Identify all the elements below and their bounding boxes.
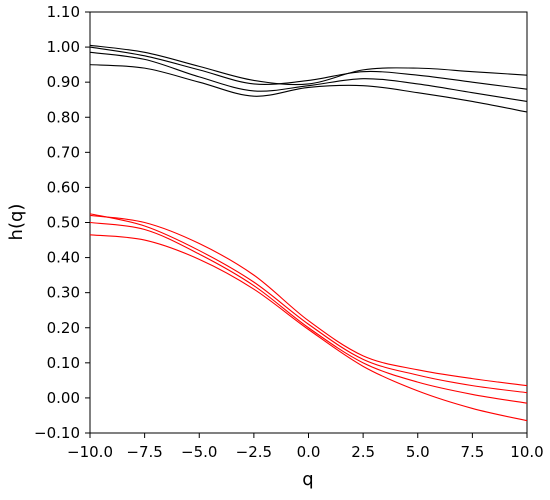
x-tick-label: −5.0 (181, 443, 217, 461)
series-line-8 (89, 234, 528, 422)
y-tick-label: 0.70 (47, 143, 80, 161)
y-tick-label: 0.40 (47, 249, 80, 267)
y-tick-label: 0.80 (47, 108, 80, 126)
y-tick-label: −0.10 (34, 424, 80, 442)
y-tick-label: 0.90 (47, 73, 80, 91)
y-tick-label: 1.00 (47, 38, 80, 56)
series-layer (89, 44, 528, 422)
x-tick-label: 7.5 (460, 443, 484, 461)
x-tick-label: −7.5 (126, 443, 162, 461)
x-axis-label: q (302, 469, 313, 490)
series-line-6 (89, 213, 528, 394)
x-tick-label: 10.0 (510, 443, 543, 461)
y-axis-label: h(q) (6, 204, 27, 241)
series-line-5 (89, 214, 528, 387)
x-tick-label: 5.0 (406, 443, 430, 461)
x-tick-label: −2.5 (236, 443, 272, 461)
x-tick-label: 2.5 (351, 443, 375, 461)
y-axis-ticks: −0.10 0.00 0.10 0.20 0.30 0.40 0.50 0.60 0.70 0.8… (34, 3, 90, 442)
x-tick-label: 0.0 (297, 443, 321, 461)
y-tick-label: 1.10 (47, 3, 80, 21)
series-line-1 (89, 44, 528, 86)
series-line-4 (89, 64, 528, 113)
y-tick-label: 0.60 (47, 178, 80, 196)
y-tick-label: 0.50 (47, 214, 80, 232)
series-line-3 (89, 51, 528, 103)
series-line-2 (89, 46, 528, 90)
y-tick-label: 0.30 (47, 284, 80, 302)
y-tick-label: 0.00 (47, 389, 80, 407)
series-line-7 (89, 221, 528, 404)
y-tick-label: 0.10 (47, 354, 80, 372)
plot-area (89, 11, 528, 434)
x-tick-label: −10.0 (67, 443, 113, 461)
x-axis-ticks: −10.0 −7.5 −5.0 −2.5 0.0 2.5 5.0 7.5 10.0 (67, 433, 544, 461)
y-tick-label: 0.20 (47, 319, 80, 337)
